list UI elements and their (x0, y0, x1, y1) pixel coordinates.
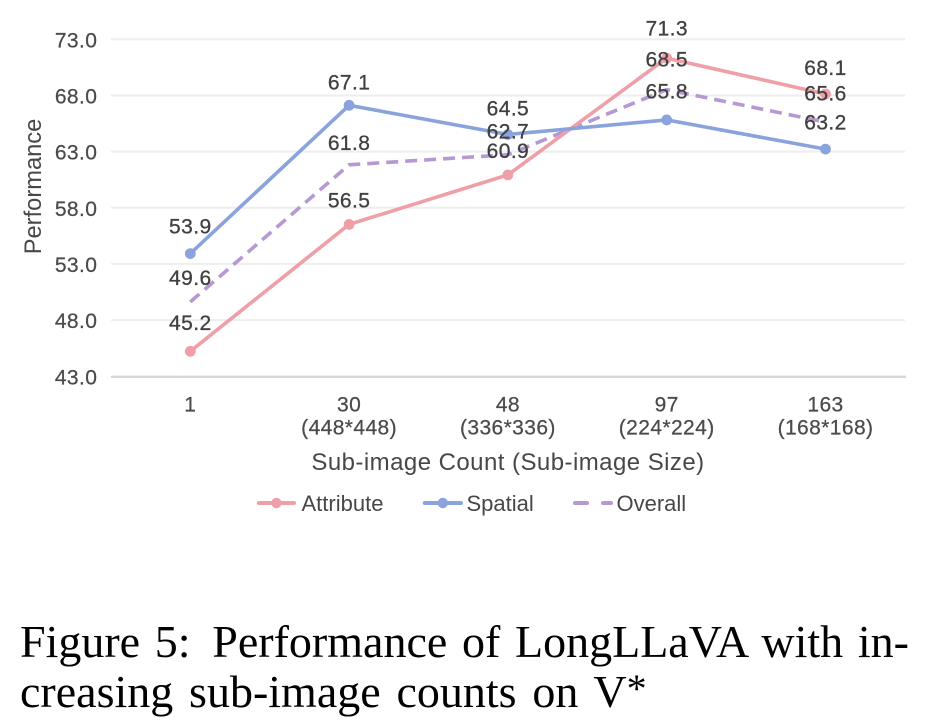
svg-text:Attribute: Attribute (302, 491, 384, 516)
svg-text:68.5: 68.5 (645, 49, 687, 72)
svg-text:49.6: 49.6 (169, 267, 211, 290)
svg-text:(224*224): (224*224) (619, 417, 715, 440)
svg-text:67.1: 67.1 (328, 72, 370, 95)
svg-text:(336*336): (336*336) (460, 417, 556, 440)
svg-text:43.0: 43.0 (55, 367, 97, 390)
svg-text:73.0: 73.0 (55, 29, 97, 52)
svg-text:48: 48 (496, 394, 520, 417)
svg-text:68.0: 68.0 (55, 86, 97, 109)
svg-text:65.8: 65.8 (645, 81, 687, 104)
svg-text:71.3: 71.3 (645, 18, 687, 41)
svg-text:63.2: 63.2 (804, 112, 846, 135)
svg-text:53.9: 53.9 (169, 216, 211, 239)
svg-text:97: 97 (655, 394, 679, 417)
svg-text:53.0: 53.0 (55, 254, 97, 277)
svg-text:30: 30 (337, 394, 361, 417)
svg-text:56.5: 56.5 (328, 190, 370, 213)
svg-text:48.0: 48.0 (55, 310, 97, 333)
svg-text:163: 163 (807, 394, 843, 417)
svg-text:63.0: 63.0 (55, 142, 97, 165)
svg-text:68.1: 68.1 (804, 57, 846, 80)
svg-text:Spatial: Spatial (467, 491, 534, 516)
svg-text:62.7: 62.7 (487, 121, 529, 144)
svg-text:Performance: Performance (21, 119, 47, 255)
svg-text:58.0: 58.0 (55, 198, 97, 221)
svg-text:(448*448): (448*448) (301, 417, 397, 440)
svg-text:Sub-image Count (Sub-image Siz: Sub-image Count (Sub-image Size) (311, 449, 704, 476)
svg-text:65.6: 65.6 (804, 83, 846, 106)
svg-text:Overall: Overall (617, 491, 687, 516)
svg-text:60.9: 60.9 (487, 140, 529, 163)
svg-text:1: 1 (184, 394, 196, 417)
svg-text:61.8: 61.8 (328, 132, 370, 155)
svg-text:64.5: 64.5 (487, 98, 529, 121)
svg-text:45.2: 45.2 (169, 312, 211, 335)
svg-text:(168*168): (168*168) (778, 417, 874, 440)
